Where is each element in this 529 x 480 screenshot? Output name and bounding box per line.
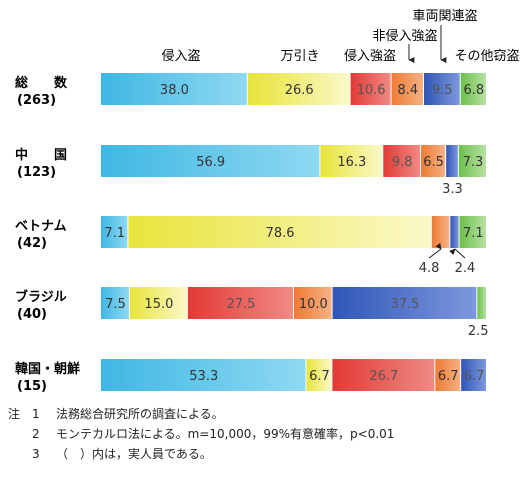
category-count: (42) — [17, 236, 47, 251]
data-label: 7.1 — [463, 226, 484, 241]
bar-segment-sharyo-kanrento — [332, 287, 477, 319]
footnotes: 注 1 法務総合研究所の調査による。 2 モンテカルロ法による。m=10,000… — [8, 404, 523, 464]
footnote-2: 2 モンテカルロ法による。m=10,000，99%有意確率，p<0.01 — [8, 424, 523, 444]
callout-arrow — [449, 248, 466, 259]
bar-segment-hishinnyu-goto — [421, 145, 446, 177]
data-label: 6.7 — [309, 369, 330, 384]
data-label: 2.5 — [468, 324, 489, 339]
category-count: (123) — [17, 165, 56, 180]
legend: 侵入盗 万引き 侵入強盗 非侵入強盗 車両関連盗 その他窃盗 — [161, 8, 519, 64]
bar-segment-shinnyuto — [101, 73, 247, 105]
bar-segment-hishinnyu-goto — [435, 359, 461, 391]
data-label: 6.7 — [464, 369, 485, 384]
legend-label-sharyo-kanrento: 車両関連盗 — [412, 8, 477, 24]
data-label: 37.5 — [390, 297, 419, 312]
data-label: 7.3 — [463, 155, 484, 170]
footnote-1: 注 1 法務総合研究所の調査による。 — [8, 404, 523, 424]
bar-segment-manbiki — [306, 359, 332, 391]
data-label: 6.8 — [464, 83, 485, 98]
data-label: 6.5 — [423, 155, 444, 170]
legend-label-shinnyuto: 侵入盗 — [161, 48, 200, 64]
footnote-text: 法務総合研究所の調査による。 — [56, 407, 224, 421]
category-label: 韓国・朝鮮 — [15, 361, 80, 377]
footnote-text: （ ）内は，実人員である。 — [56, 447, 212, 461]
data-label: 10.0 — [299, 297, 328, 312]
bar-row: 総 数 (263) 38.0 26.6 10.6 8.4 9.5 6.8 — [15, 73, 486, 108]
category-count: (40) — [17, 307, 47, 322]
footnote-number: 2 — [32, 427, 40, 441]
bar-segment-manbiki — [247, 73, 350, 105]
footnote-text: モンテカルロ法による。m=10,000，99%有意確率，p<0.01 — [56, 427, 395, 441]
bar-segment-manbiki — [320, 145, 383, 177]
bar-segment-sharyo-kanrento — [446, 145, 458, 177]
category-label: 総 数 — [15, 75, 68, 91]
legend-label-hishinnyu-goto: 非侵入強盗 — [372, 28, 437, 44]
stacked-bar-chart: 侵入盗 万引き 侵入強盗 非侵入強盗 車両関連盗 その他窃盗 総 数 (263) 3… — [15, 8, 520, 394]
legend-label-sonota-setto: その他窃盗 — [454, 48, 519, 64]
bar-row: 中 国 (123) 56.9 16.3 9.8 6.5 3.37.3 — [15, 145, 486, 197]
category-label: ブラジル — [15, 289, 67, 305]
data-label: 7.5 — [105, 297, 126, 312]
bar-segment-shinnyu-goto — [383, 145, 421, 177]
footnote-lead: 注 — [8, 407, 21, 421]
bar-row: ブラジル (40) 7.5 15.0 27.5 10.0 37.5 2.5 — [15, 287, 489, 339]
data-label: 26.7 — [369, 369, 398, 384]
category-label: 中 国 — [15, 147, 67, 163]
data-label: 2.4 — [455, 261, 476, 276]
bar-segment-sharyo-kanrento — [424, 73, 460, 105]
data-label: 3.3 — [442, 182, 463, 197]
bar-segment-shinnyuto — [101, 359, 306, 391]
data-label: 26.6 — [285, 83, 314, 98]
bar-segment-shinnyuto — [101, 287, 129, 319]
bar-segment-shinnyuto — [101, 145, 320, 177]
bar-segment-sonota-setto — [460, 73, 486, 105]
data-label: 9.8 — [392, 155, 413, 170]
category-count: (15) — [17, 379, 47, 394]
data-label: 7.1 — [104, 226, 125, 241]
data-label: 56.9 — [196, 155, 225, 170]
bar-segment-hishinnyu-goto — [431, 216, 450, 248]
bar-segment-hishinnyu-goto — [391, 73, 424, 105]
bar-segment-shinnyu-goto — [332, 359, 435, 391]
data-label: 8.4 — [397, 83, 418, 98]
bar-segment-manbiki — [129, 287, 187, 319]
callout-arrow — [428, 242, 442, 259]
data-label: 4.8 — [419, 261, 440, 276]
bar-segment-manbiki — [128, 216, 431, 248]
legend-label-shinnyu-goto: 侵入強盗 — [344, 48, 396, 64]
data-label: 6.7 — [438, 369, 459, 384]
data-label: 27.5 — [226, 297, 255, 312]
data-label: 16.3 — [337, 155, 366, 170]
bar-segment-sonota-setto — [459, 216, 486, 248]
data-label: 10.6 — [357, 83, 386, 98]
bar-segment-shinnyu-goto — [187, 287, 293, 319]
bar-segment-sharyo-kanrento — [450, 216, 459, 248]
footnote-number: 1 — [32, 407, 40, 421]
bar-row: ベトナム (42) 7.1 78.6 4.8 2.4 7.1 — [15, 216, 486, 276]
bar-segment-sonota-setto — [477, 287, 486, 319]
footnote-number: 3 — [32, 447, 40, 461]
bar-segment-hishinnyu-goto — [294, 287, 332, 319]
legend-label-manbiki: 万引き — [280, 49, 319, 64]
bar-segment-sharyo-kanrento — [461, 359, 486, 391]
data-label: 15.0 — [144, 297, 173, 312]
bar-row: 韓国・朝鮮 (15) 53.3 6.7 26.7 6.7 6.7 — [15, 359, 486, 394]
bar-segment-shinnyu-goto — [350, 73, 391, 105]
data-label: 9.5 — [432, 83, 453, 98]
bar-segment-sonota-setto — [458, 145, 486, 177]
category-label: ベトナム — [15, 219, 67, 234]
category-count: (263) — [17, 93, 56, 108]
footnote-3: 3 （ ）内は，実人員である。 — [8, 444, 523, 464]
data-label: 38.0 — [160, 83, 189, 98]
data-label: 53.3 — [189, 369, 218, 384]
data-label: 78.6 — [266, 226, 295, 241]
bar-segment-shinnyuto — [101, 216, 128, 248]
